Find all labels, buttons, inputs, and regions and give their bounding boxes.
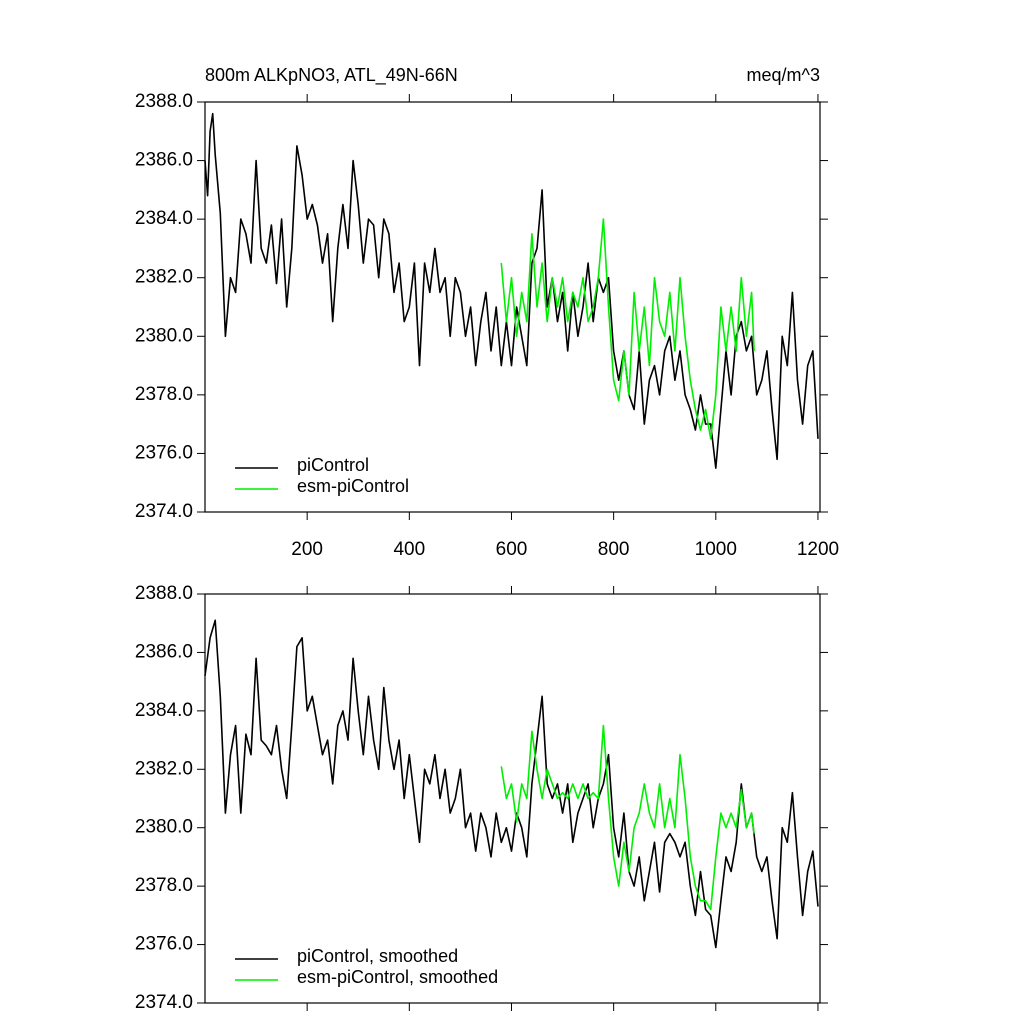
x-tick-label: 200 — [291, 539, 323, 560]
x-tick-label: 1000 — [695, 539, 737, 560]
series-line — [204, 619, 819, 949]
y-tick-label: 2384.0 — [135, 208, 193, 229]
legend-label: piControl — [297, 455, 369, 475]
series-line — [500, 724, 755, 911]
legend-label: piControl, smoothed — [297, 946, 458, 966]
series-line — [500, 218, 755, 440]
units-label: meq/m^3 — [747, 65, 820, 85]
plot-frame — [204, 593, 821, 1004]
y-tick-label: 2382.0 — [135, 758, 193, 779]
y-tick-label: 2386.0 — [135, 641, 193, 662]
x-tick-label: 400 — [393, 539, 425, 560]
y-tick-label: 2388.0 — [135, 583, 193, 604]
x-tick-label: 600 — [496, 539, 528, 560]
y-tick-label: 2378.0 — [135, 875, 193, 896]
y-tick-label: 2374.0 — [135, 992, 193, 1013]
y-tick-label: 2388.0 — [135, 91, 193, 112]
plot-frame — [204, 101, 821, 513]
y-tick-label: 2382.0 — [135, 267, 193, 288]
x-tick-label: 800 — [598, 539, 630, 560]
y-tick-label: 2376.0 — [135, 934, 193, 955]
x-tick-label: 1200 — [797, 539, 839, 560]
y-tick-label: 2386.0 — [135, 150, 193, 171]
y-tick-label: 2376.0 — [135, 442, 193, 463]
y-tick-label: 2384.0 — [135, 700, 193, 721]
y-tick-label: 2378.0 — [135, 384, 193, 405]
series-line — [204, 112, 819, 469]
legend-label: esm-piControl — [297, 476, 409, 496]
y-tick-label: 2374.0 — [135, 501, 193, 522]
legend-label: esm-piControl, smoothed — [297, 967, 498, 987]
chart-title: 800m ALKpNO3, ATL_49N-66N — [205, 65, 458, 86]
y-tick-label: 2380.0 — [135, 325, 193, 346]
y-tick-label: 2380.0 — [135, 817, 193, 838]
